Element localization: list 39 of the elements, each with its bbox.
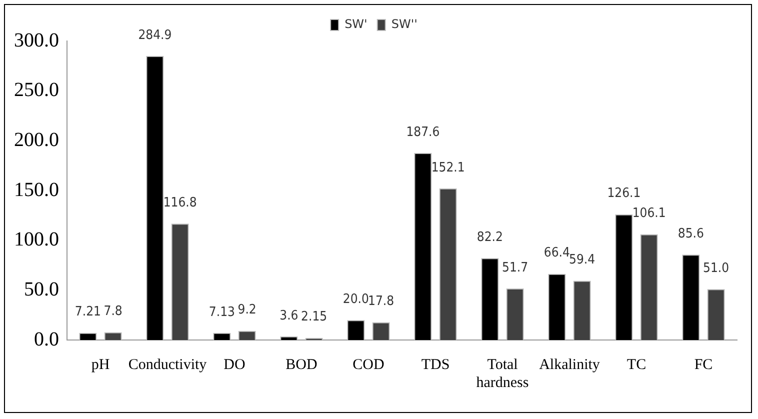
data-label: 59.4 (569, 252, 596, 268)
legend-label: SW' (344, 17, 368, 32)
x-tick-label: TC (626, 356, 646, 373)
y-tick-label: 300.0 (14, 29, 59, 52)
x-tick-label: Total hardness (476, 356, 529, 391)
x-tick-label: TDS (421, 356, 450, 373)
legend-label: SW'' (391, 17, 418, 32)
data-label: 17.8 (368, 294, 394, 310)
data-label: 85.6 (678, 226, 704, 242)
data-label: 152.1 (431, 160, 465, 176)
data-label: 9.2 (238, 302, 256, 318)
y-tick-label: 100.0 (14, 228, 59, 251)
y-tick-label: 250.0 (14, 79, 59, 102)
x-tick-label: FC (694, 356, 713, 373)
data-label: 116.8 (163, 195, 197, 210)
data-label: 82.2 (476, 230, 503, 245)
x-tick-label: pH (91, 356, 110, 373)
data-label: 106.1 (632, 206, 666, 222)
y-tick-label: 150.0 (14, 178, 59, 201)
x-tick-label: Alkalinity (539, 356, 600, 373)
data-label: 284.9 (138, 28, 172, 43)
data-label: 7.21 (74, 304, 101, 320)
data-label: 2.15 (301, 310, 328, 325)
x-tick-label: COD (352, 356, 384, 373)
y-tick-label: 50.0 (24, 278, 59, 300)
y-tick-label: 0.0 (34, 328, 59, 350)
data-label: 3.6 (280, 308, 298, 324)
y-tick-label: 200.0 (14, 128, 59, 151)
x-tick-label: BOD (286, 356, 318, 373)
data-label: 51.0 (703, 261, 730, 276)
data-label: 7.13 (208, 304, 235, 320)
data-label: 51.7 (502, 260, 528, 276)
x-tick-label: DO (224, 356, 246, 373)
data-label: 20.0 (342, 292, 369, 307)
data-label: 187.6 (406, 124, 440, 140)
data-label: 7.8 (104, 304, 122, 320)
data-label: 66.4 (544, 246, 570, 261)
x-tick-label: Conductivity (128, 356, 208, 373)
data-label: 126.1 (607, 186, 641, 202)
